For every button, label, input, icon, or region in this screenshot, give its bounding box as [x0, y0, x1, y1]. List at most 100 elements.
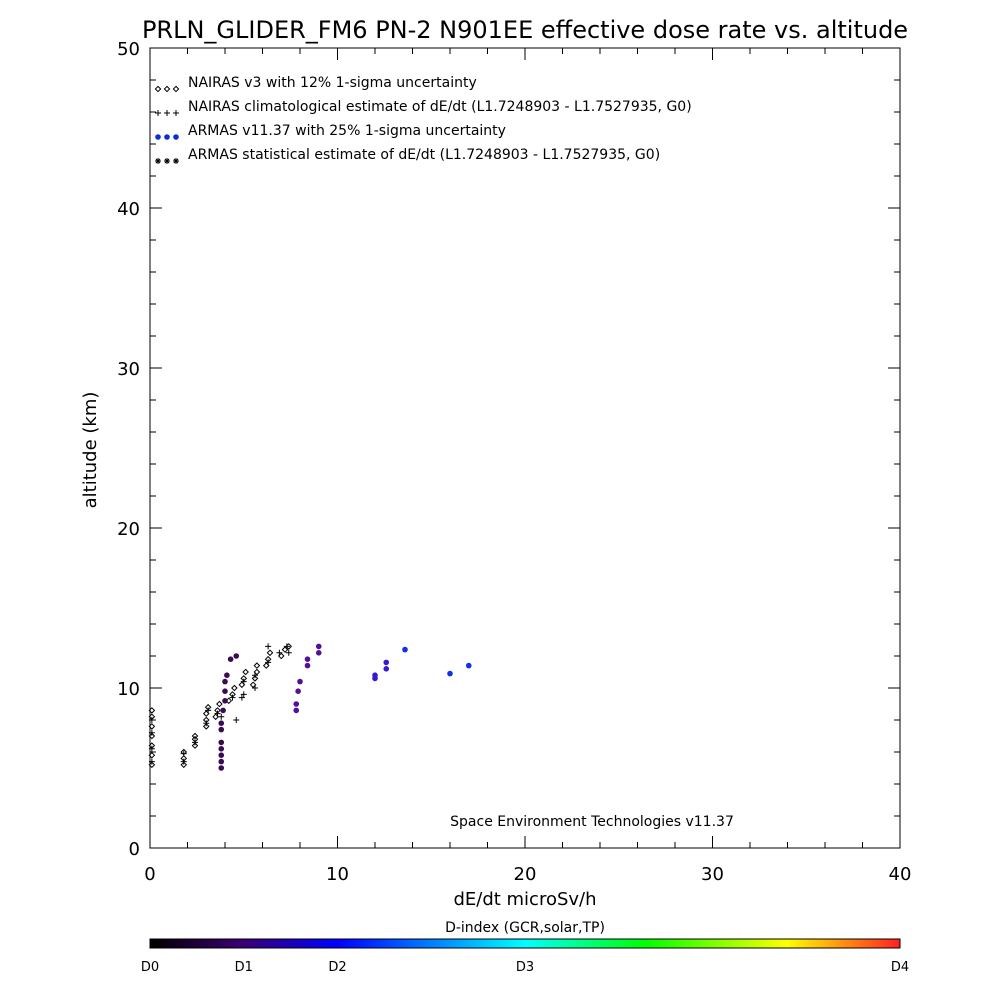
legend-symbol — [155, 158, 161, 164]
data-point — [252, 672, 258, 679]
data-point — [265, 643, 272, 650]
legend-symbol — [164, 134, 170, 140]
data-point — [276, 649, 283, 656]
x-tick-label: 40 — [889, 864, 912, 885]
data-point — [233, 717, 240, 723]
y-tick-label: 10 — [117, 679, 140, 700]
data-point — [148, 729, 155, 736]
legend-symbol — [155, 110, 161, 116]
colorbar-tick-label: D3 — [516, 960, 534, 975]
credit-annotation: Space Environment Technologies v11.37 — [450, 814, 734, 830]
axis-ticks — [149, 47, 901, 849]
data-point — [227, 656, 234, 662]
data-point — [224, 672, 230, 678]
data-point — [295, 688, 301, 694]
data-point — [148, 717, 155, 723]
colorbar-tick-label: D0 — [141, 960, 159, 975]
data-point — [180, 750, 187, 757]
data-point — [148, 707, 156, 714]
data-point — [148, 723, 156, 730]
data-markers — [148, 643, 472, 771]
colorbar-tick-label: D1 — [235, 960, 253, 975]
data-point — [148, 745, 155, 752]
data-point — [251, 675, 259, 682]
legend-entry-label: ARMAS v11.37 with 25% 1-sigma uncertaint… — [188, 123, 506, 139]
data-point — [238, 694, 245, 701]
data-point — [383, 666, 390, 672]
legend-entry-label: NAIRAS climatological estimate of dE/dt … — [188, 99, 692, 115]
data-point — [242, 668, 249, 676]
data-point — [383, 659, 390, 666]
data-point — [148, 732, 156, 740]
legend-symbol — [173, 134, 179, 140]
data-point — [220, 707, 226, 714]
y-axis-label: altitude (km) — [80, 392, 101, 509]
data-point — [218, 758, 225, 765]
legend: NAIRAS v3 with 12% 1-sigma uncertainty NA… — [154, 75, 692, 164]
data-point — [148, 751, 156, 759]
tick-labels: 0 10 20 30 40 0 10 20 30 40 50 — [117, 39, 911, 885]
data-point — [240, 678, 247, 685]
x-tick-label: 30 — [701, 864, 724, 885]
series-2 — [218, 643, 472, 771]
data-point — [218, 752, 225, 758]
data-point — [222, 698, 228, 704]
data-point — [180, 758, 187, 765]
y-tick-label: 0 — [129, 839, 140, 860]
data-point — [191, 742, 199, 749]
legend-symbol — [155, 134, 161, 140]
colorbar — [149, 938, 901, 949]
colorbar-tick-label: D4 — [891, 960, 909, 975]
y-tick-label: 30 — [117, 359, 140, 380]
data-point — [253, 668, 261, 676]
chart-title: PRLN_GLIDER_FM6 PN-2 N901EE effective do… — [142, 16, 908, 44]
legend-entry-label: ARMAS statistical estimate of dE/dt (L1.… — [188, 147, 660, 163]
legend-entry-label: NAIRAS v3 with 12% 1-sigma uncertainty — [188, 75, 477, 91]
data-point — [465, 662, 472, 669]
data-point — [148, 761, 156, 769]
colorbar-tick-label: D2 — [328, 960, 346, 975]
data-point — [218, 765, 225, 771]
data-point — [293, 701, 300, 707]
data-point — [218, 746, 225, 752]
data-point — [240, 691, 247, 698]
data-point — [297, 678, 303, 685]
data-point — [372, 672, 378, 678]
data-point — [285, 649, 292, 656]
data-point — [252, 685, 258, 691]
data-point — [214, 710, 221, 717]
data-point — [218, 739, 225, 746]
data-point — [222, 688, 228, 694]
data-point — [249, 681, 257, 689]
data-point — [205, 707, 212, 714]
series-0 — [148, 643, 293, 769]
x-tick-label: 20 — [514, 864, 537, 885]
data-point — [265, 659, 272, 666]
y-tick-label: 50 — [117, 39, 140, 60]
data-point — [231, 684, 238, 692]
data-point — [266, 649, 274, 657]
legend-symbol — [164, 158, 170, 164]
data-point — [402, 646, 408, 653]
plot-frame — [149, 47, 901, 849]
data-point — [315, 650, 322, 656]
data-point — [233, 653, 240, 659]
legend-symbol — [173, 158, 179, 164]
data-point — [283, 643, 290, 650]
data-point — [216, 700, 223, 708]
data-point — [218, 726, 225, 733]
data-point — [447, 670, 453, 677]
colorbar-tick-labels: D0 D1 D2 D3 D4 — [141, 960, 909, 975]
data-point — [222, 678, 228, 685]
data-point — [203, 720, 210, 727]
data-point — [218, 720, 225, 726]
data-point — [315, 643, 322, 650]
data-point — [304, 656, 311, 662]
legend-symbol — [154, 85, 162, 93]
series-1 — [148, 643, 292, 765]
data-point — [218, 713, 225, 720]
x-axis-label: dE/dt microSv/h — [453, 889, 596, 910]
data-point — [304, 662, 311, 669]
legend-symbol — [163, 85, 171, 93]
